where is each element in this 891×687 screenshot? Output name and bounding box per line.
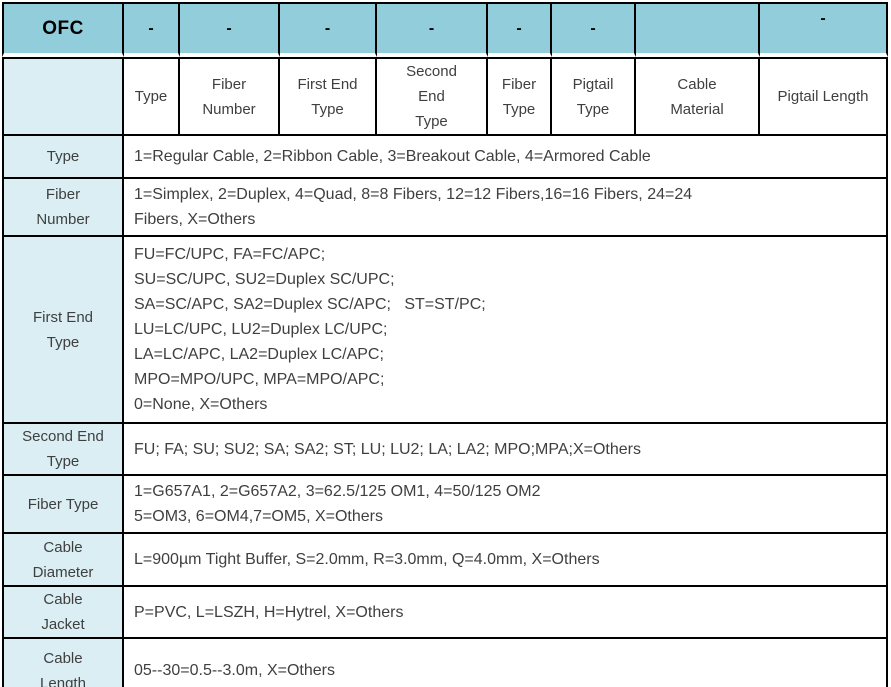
col-header-first-end-type: First End Type xyxy=(280,57,377,136)
row-value-fiber-type: 1=G657A1, 2=G657A2, 3=62.5/125 OM1, 4=50… xyxy=(124,476,888,534)
col-header-pigtail-length: Pigtail Length xyxy=(760,57,888,136)
dash-cell-type: - xyxy=(124,2,180,57)
table-row: Second End Type FU; FA; SU; SU2; SA; SA2… xyxy=(2,424,888,476)
row-value-cable-jacket: P=PVC, L=LSZH, H=Hytrel, X=Others xyxy=(124,587,888,639)
table-row: Type 1=Regular Cable, 2=Ribbon Cable, 3=… xyxy=(2,136,888,179)
row-label-cable-jacket: Cable Jacket xyxy=(2,587,124,639)
row-value-first-end-type: FU=FC/UPC, FA=FC/APC; SU=SC/UPC, SU2=Dup… xyxy=(124,237,888,424)
table-row: Cable Jacket P=PVC, L=LSZH, H=Hytrel, X=… xyxy=(2,587,888,639)
product-code-cell: OFC xyxy=(2,2,124,57)
row-value-second-end-type: FU; FA; SU; SU2; SA; SA2; ST; LU; LU2; L… xyxy=(124,424,888,476)
row-value-cable-diameter: L=900µm Tight Buffer, S=2.0mm, R=3.0mm, … xyxy=(124,534,888,587)
row-label-cable-diameter: Cable Diameter xyxy=(2,534,124,587)
dash-cell-pigtail-type: - xyxy=(552,2,636,57)
code-format-row: OFC - - - - - - - xyxy=(2,2,888,57)
dash-cell-fiber-number: - xyxy=(180,2,280,57)
table-row: Fiber Number 1=Simplex, 2=Duplex, 4=Quad… xyxy=(2,179,888,237)
dash-cell-first-end-type: - xyxy=(280,2,377,57)
row-label-type: Type xyxy=(2,136,124,179)
row-value-fiber-number: 1=Simplex, 2=Duplex, 4=Quad, 8=8 Fibers,… xyxy=(124,179,888,237)
dash-cell-second-end-type: - xyxy=(377,2,488,57)
dash-cell-pigtail-length: - xyxy=(760,2,888,57)
row-label-fiber-number: Fiber Number xyxy=(2,179,124,237)
col-header-cable-material: Cable Material xyxy=(636,57,760,136)
col-header-type: Type xyxy=(124,57,180,136)
spacer-cell xyxy=(2,57,124,136)
row-value-type: 1=Regular Cable, 2=Ribbon Cable, 3=Break… xyxy=(124,136,888,179)
table-row: First End Type FU=FC/UPC, FA=FC/APC; SU=… xyxy=(2,237,888,424)
column-header-row: Type Fiber Number First End Type Second … xyxy=(2,57,888,136)
dash-cell-fiber-type: - xyxy=(488,2,552,57)
col-header-fiber-number: Fiber Number xyxy=(180,57,280,136)
col-header-second-end-type: Second End Type xyxy=(377,57,488,136)
row-label-second-end-type: Second End Type xyxy=(2,424,124,476)
row-label-first-end-type: First End Type xyxy=(2,237,124,424)
dash-cell-cable-material xyxy=(636,2,760,57)
table-row: Fiber Type 1=G657A1, 2=G657A2, 3=62.5/12… xyxy=(2,476,888,534)
row-label-fiber-type: Fiber Type xyxy=(2,476,124,534)
col-header-fiber-type: Fiber Type xyxy=(488,57,552,136)
table-row: Cable Length 05--30=0.5--3.0m, X=Others xyxy=(2,639,888,687)
table-row: Cable Diameter L=900µm Tight Buffer, S=2… xyxy=(2,534,888,587)
row-value-cable-length: 05--30=0.5--3.0m, X=Others xyxy=(124,639,888,687)
col-header-pigtail-type: Pigtail Type xyxy=(552,57,636,136)
row-label-cable-length: Cable Length xyxy=(2,639,124,687)
